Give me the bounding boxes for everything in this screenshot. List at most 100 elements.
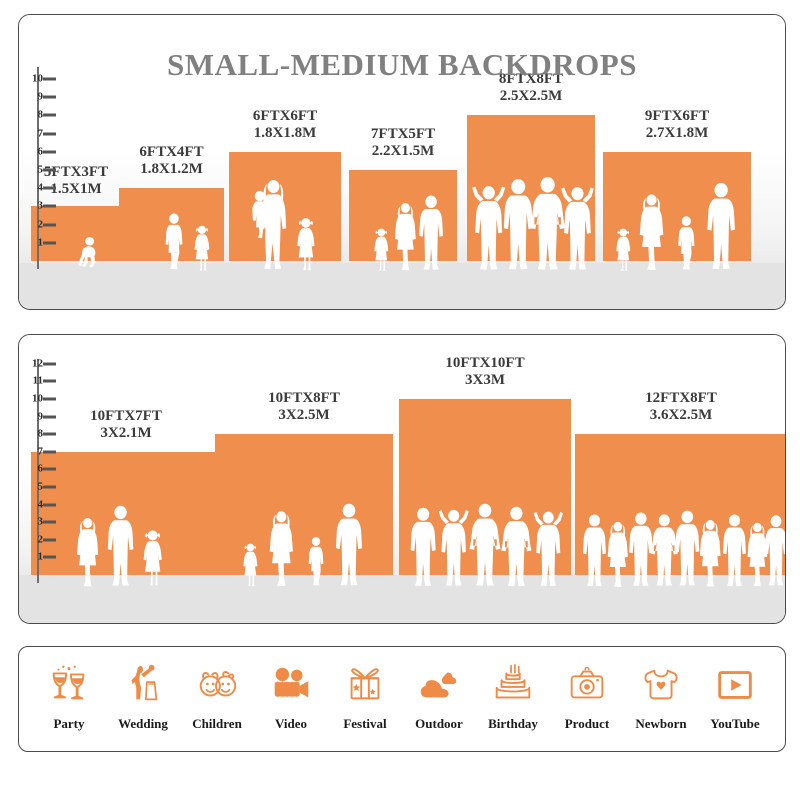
bar-size-label: 9FTX6FT 2.7X1.8M: [644, 107, 710, 141]
y-axis-tick-label: 2: [37, 533, 44, 546]
page-title: SMALL-MEDIUM BACKDROPS: [167, 47, 637, 82]
bar-size-label: 8FTX8FT 2.5X2.5M: [498, 71, 564, 105]
y-axis-tick-label: 10: [32, 72, 43, 85]
backdrop-size-bar: [31, 206, 121, 261]
y-axis-chart-2: 1 2 3 4 5 6 7 8 9 10 11 12: [19, 335, 65, 623]
y-axis-tick-label: 3: [37, 199, 44, 212]
y-axis-tick-mark: [43, 379, 56, 383]
y-axis-tick-label: 7: [37, 445, 44, 458]
use-case-item-festival[interactable]: Festival: [328, 656, 402, 732]
y-axis-chart-1: 1 2 3 4 5 6 7 8 9 10: [19, 15, 65, 309]
use-case-label: Outdoor: [415, 716, 463, 731]
use-case-label: Birthday: [488, 716, 538, 731]
use-case-item-party[interactable]: Party: [32, 656, 106, 732]
y-axis-tick-label: 6: [37, 462, 44, 475]
y-axis-tick-mark: [43, 223, 56, 227]
bar-size-label: 10FTX10FT 3X3M: [445, 355, 525, 388]
cake-icon: [490, 656, 536, 712]
y-axis-tick-mark: [43, 186, 56, 190]
y-axis-tick-mark: [43, 555, 56, 559]
backdrop-size-bar: [119, 188, 224, 261]
y-axis-tick-label: 6: [37, 145, 44, 158]
backdrop-size-bar: [575, 434, 785, 575]
y-axis-tick-mark: [43, 77, 56, 81]
photo-camera-icon: [564, 656, 610, 712]
cloud-icon: [416, 656, 462, 712]
y-axis-tick-label: 8: [37, 427, 44, 440]
y-axis-line: [37, 67, 39, 269]
chart-panel-large: 1 2 3 4 5 6 7 8 9 10 11 12 10FTX7FT 3X2.1M 10FTX8FT …: [18, 334, 786, 624]
use-case-item-video[interactable]: Video: [254, 656, 328, 732]
gift-box-icon: [342, 656, 388, 712]
use-case-item-newborn[interactable]: Newborn: [624, 656, 698, 732]
y-axis-tick-label: 1: [37, 236, 44, 249]
bar-size-label: 12FTX8FT 3.6X2.5M: [645, 390, 717, 423]
use-case-label: Wedding: [118, 716, 168, 731]
y-axis-tick-mark: [43, 204, 56, 208]
bar-size-label: 10FTX8FT 3X2.5M: [268, 390, 340, 423]
bar-size-label: 6FTX4FT 1.8X1.2M: [139, 144, 204, 177]
baby-onesie-icon: [638, 656, 684, 712]
y-axis-tick-mark: [43, 450, 56, 454]
bar-size-label: 6FTX6FT 1.8X1.8M: [252, 107, 318, 141]
use-case-label: Festival: [343, 716, 387, 731]
backdrop-size-bar: [349, 170, 457, 261]
y-axis-tick-mark: [43, 397, 56, 401]
y-axis-tick-mark: [43, 485, 56, 489]
y-axis-tick-mark: [43, 538, 56, 542]
bar-size-label: 5FTX3FT 1.5X1M: [43, 164, 109, 198]
bar-size-label: 10FTX7FT 3X2.1M: [90, 407, 162, 441]
y-axis-tick-mark: [43, 241, 56, 245]
use-case-icon-strip: Party Wedding Children Video Festival Outdoor…: [18, 646, 786, 752]
use-case-label: YouTube: [710, 716, 760, 731]
y-axis-tick-mark: [43, 113, 56, 117]
y-axis-tick-mark: [43, 520, 56, 524]
use-case-label: Newborn: [635, 716, 687, 731]
y-axis-tick-mark: [43, 150, 56, 154]
y-axis-tick-label: 11: [32, 374, 43, 387]
y-axis-tick-label: 5: [37, 480, 44, 493]
y-axis-tick-label: 8: [37, 108, 44, 121]
y-axis-tick-label: 4: [37, 181, 44, 194]
y-axis-tick-label: 7: [37, 127, 44, 140]
y-axis-tick-mark: [43, 432, 56, 436]
play-button-icon: [712, 656, 758, 712]
use-case-label: Party: [53, 716, 85, 731]
use-case-label: Children: [192, 716, 242, 731]
y-axis-tick-label: 9: [37, 90, 44, 103]
two-kids-icon: [194, 656, 240, 712]
movie-camera-icon: [268, 656, 314, 712]
use-case-item-youtube[interactable]: YouTube: [698, 656, 772, 732]
y-axis-tick-mark: [43, 362, 56, 366]
y-axis-tick-mark: [43, 168, 56, 172]
y-axis-tick-label: 2: [37, 218, 44, 231]
use-case-label: Video: [274, 716, 308, 731]
y-axis-tick-mark: [43, 467, 56, 471]
y-axis-tick-mark: [43, 95, 56, 99]
chart-floor-background: [19, 263, 785, 309]
y-axis-tick-label: 3: [37, 515, 44, 528]
y-axis-tick-label: 12: [32, 357, 43, 370]
use-case-item-wedding[interactable]: Wedding: [106, 656, 180, 732]
use-case-label: Product: [564, 716, 610, 731]
wine-glasses-icon: [46, 656, 92, 712]
y-axis-tick-label: 10: [32, 392, 43, 405]
y-axis-tick-label: 1: [37, 550, 44, 563]
y-axis-tick-mark: [43, 132, 56, 136]
y-axis-tick-label: 9: [37, 410, 44, 423]
y-axis-tick-label: 5: [37, 163, 44, 176]
bar-size-label: 7FTX5FT 2.2X1.5M: [370, 126, 436, 159]
use-case-item-children[interactable]: Children: [180, 656, 254, 732]
chart-floor-background: [19, 575, 785, 623]
backdrop-size-bar: [399, 399, 571, 575]
y-axis-line: [37, 359, 39, 583]
bride-groom-icon: [120, 656, 166, 712]
use-case-item-birthday[interactable]: Birthday: [476, 656, 550, 732]
backdrop-size-bar: [603, 151, 751, 261]
use-case-item-product[interactable]: Product: [550, 656, 624, 732]
chart-panel-small-medium: SMALL-MEDIUM BACKDROPS 1 2 3 4 5 6 7 8 9 10 5FTX3…: [18, 14, 786, 310]
y-axis-tick-mark: [43, 503, 56, 507]
y-axis-tick-label: 4: [37, 498, 44, 511]
use-case-item-outdoor[interactable]: Outdoor: [402, 656, 476, 732]
